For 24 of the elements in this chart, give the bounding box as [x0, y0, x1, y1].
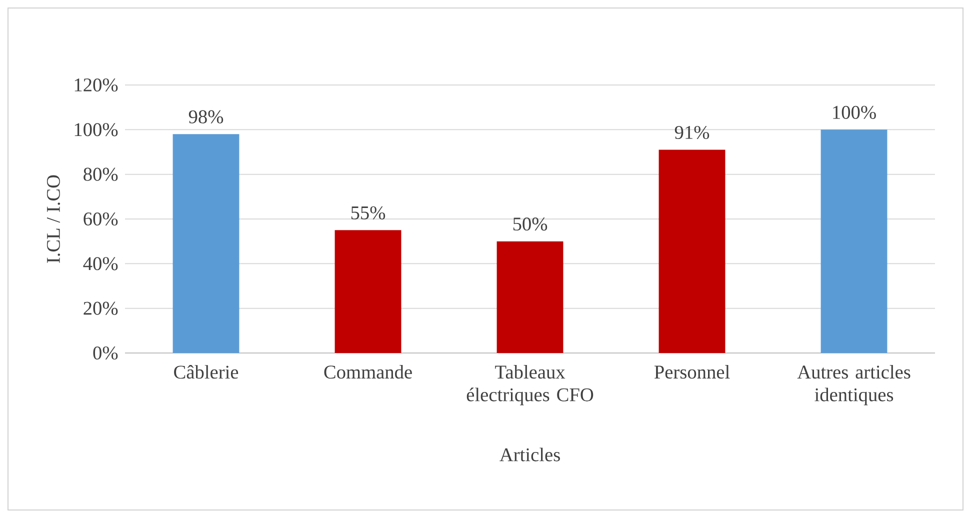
bar — [658, 150, 726, 353]
y-tick-label: 60% — [84, 212, 118, 226]
x-tick-label: Personnel — [654, 365, 730, 379]
y-tick-label: 0% — [93, 346, 118, 360]
data-label: 91% — [674, 126, 710, 140]
y-tick-label: 20% — [84, 302, 118, 315]
x-tick-label: Tableaux électriques CFO — [466, 365, 594, 406]
y-tick-label: 120% — [74, 78, 118, 92]
bar — [334, 230, 402, 353]
data-label: 50% — [513, 218, 548, 231]
data-label: 55% — [351, 206, 386, 220]
data-label: 100% — [833, 106, 876, 119]
data-label: 98% — [188, 110, 224, 124]
bar — [496, 241, 564, 353]
y-tick-label: 100% — [74, 123, 118, 136]
bar — [172, 134, 240, 353]
x-tick-label: Câblerie — [174, 365, 238, 379]
y-tick-label: 40% — [83, 257, 118, 270]
y-tick-label: 80% — [84, 168, 118, 181]
x-tick-label: Autres articles identiques — [797, 365, 910, 406]
x-tick-label: Commande — [324, 365, 412, 379]
y-axis-title: I.CL / I.CO — [46, 175, 60, 263]
x-axis-title: Articles — [500, 448, 560, 462]
bar — [820, 130, 888, 353]
